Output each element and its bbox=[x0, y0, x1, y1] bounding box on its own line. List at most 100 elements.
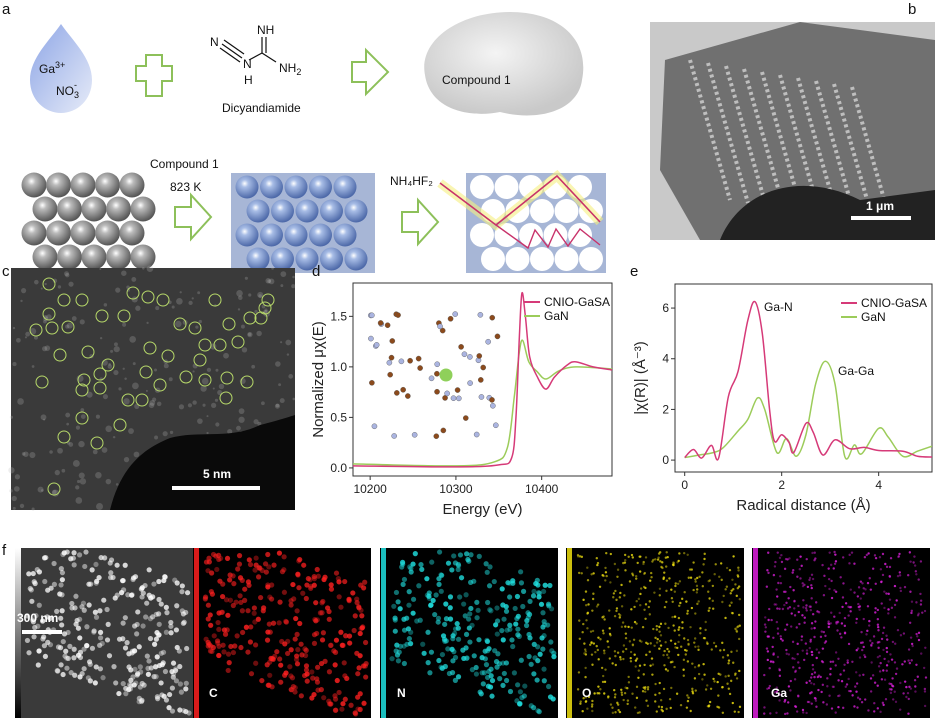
signal-dot bbox=[179, 583, 185, 589]
signal-dot bbox=[861, 648, 864, 652]
signal-dot bbox=[789, 679, 793, 683]
signal-dot bbox=[83, 549, 89, 555]
signal-dot bbox=[584, 603, 588, 607]
signal-dot bbox=[642, 562, 645, 566]
signal-dot bbox=[486, 646, 492, 652]
signal-dot bbox=[292, 636, 298, 642]
carbon-atom bbox=[477, 377, 484, 383]
signal-dot bbox=[589, 643, 592, 646]
signal-dot bbox=[665, 579, 669, 582]
signal-dot bbox=[584, 696, 588, 699]
signal-dot bbox=[618, 596, 622, 599]
signal-dot bbox=[778, 575, 782, 578]
signal-dot bbox=[361, 585, 367, 591]
signal-dot bbox=[767, 551, 770, 554]
signal-dot bbox=[883, 590, 886, 593]
signal-dot bbox=[876, 608, 880, 612]
signal-dot bbox=[712, 677, 715, 681]
signal-dot bbox=[721, 600, 724, 604]
signal-dot bbox=[176, 648, 182, 654]
signal-dot bbox=[855, 648, 858, 652]
signal-dot bbox=[737, 585, 741, 588]
signal-dot bbox=[401, 660, 407, 667]
signal-dot bbox=[606, 640, 609, 643]
signal-dot bbox=[697, 648, 700, 652]
sphere bbox=[481, 247, 505, 271]
signal-dot bbox=[342, 578, 348, 585]
signal-dot bbox=[826, 677, 829, 680]
signal-dot bbox=[202, 596, 208, 602]
signal-dot bbox=[841, 605, 844, 609]
signal-dot bbox=[79, 604, 85, 610]
texture-dot bbox=[261, 401, 265, 406]
signal-dot bbox=[909, 687, 913, 690]
signal-dot bbox=[630, 608, 633, 611]
signal-dot bbox=[319, 637, 326, 643]
nitrogen-atom bbox=[478, 394, 485, 400]
scale-bar bbox=[172, 486, 260, 490]
signal-dot bbox=[389, 656, 395, 662]
signal-dot bbox=[288, 647, 294, 653]
texture-dot bbox=[155, 306, 160, 311]
texture-dot bbox=[251, 364, 256, 369]
signal-dot bbox=[810, 672, 814, 676]
signal-dot bbox=[170, 674, 176, 680]
signal-dot bbox=[836, 694, 840, 698]
texture-dot bbox=[237, 308, 241, 311]
signal-dot bbox=[725, 585, 729, 588]
signal-dot bbox=[283, 618, 289, 624]
signal-dot bbox=[620, 691, 623, 694]
signal-dot bbox=[84, 624, 90, 630]
signal-dot bbox=[635, 685, 639, 689]
signal-dot bbox=[641, 690, 645, 693]
signal-dot bbox=[669, 706, 672, 710]
signal-dot bbox=[916, 635, 919, 638]
sphere bbox=[95, 220, 120, 246]
pore-channel bbox=[724, 65, 768, 207]
signal-dot bbox=[677, 628, 680, 631]
signal-dot bbox=[613, 562, 617, 566]
signal-dot bbox=[311, 582, 317, 588]
signal-dot bbox=[293, 615, 299, 622]
signal-dot bbox=[283, 619, 289, 625]
signal-dot bbox=[808, 679, 811, 683]
signal-dot bbox=[177, 707, 183, 713]
signal-dot bbox=[488, 673, 494, 679]
signal-dot bbox=[504, 627, 510, 633]
signal-dot bbox=[628, 580, 632, 583]
signal-dot bbox=[603, 680, 607, 684]
sphere bbox=[333, 223, 357, 247]
carbon-atom bbox=[480, 364, 486, 371]
x-axis-label: Energy (eV) bbox=[442, 501, 522, 518]
signal-dot bbox=[468, 605, 474, 612]
signal-dot bbox=[914, 570, 918, 573]
signal-dot bbox=[587, 695, 591, 699]
signal-dot bbox=[813, 635, 816, 639]
signal-dot bbox=[170, 660, 177, 666]
step1-reagent: Compound 1 bbox=[150, 157, 219, 171]
signal-dot bbox=[809, 692, 812, 695]
signal-dot bbox=[861, 582, 864, 585]
signal-dot bbox=[428, 649, 435, 655]
signal-dot bbox=[696, 576, 699, 580]
signal-dot bbox=[822, 630, 826, 634]
signal-dot bbox=[356, 665, 362, 671]
signal-dot bbox=[116, 636, 123, 642]
atom-nh: NH bbox=[257, 23, 274, 37]
sphere bbox=[554, 247, 579, 271]
atom-marker-circle bbox=[45, 321, 59, 335]
signal-dot bbox=[874, 556, 878, 560]
signal-dot bbox=[738, 597, 742, 601]
nitrogen-atom bbox=[467, 354, 473, 360]
signal-dot bbox=[808, 605, 811, 608]
signal-dot bbox=[885, 646, 888, 650]
signal-dot bbox=[526, 653, 532, 660]
signal-dot bbox=[494, 664, 500, 670]
signal-dot bbox=[319, 610, 325, 616]
signal-dot bbox=[447, 616, 454, 622]
signal-dot bbox=[59, 577, 65, 583]
signal-dot bbox=[793, 614, 797, 617]
signal-dot bbox=[639, 587, 643, 590]
signal-dot bbox=[303, 647, 309, 653]
signal-dot bbox=[236, 553, 243, 559]
